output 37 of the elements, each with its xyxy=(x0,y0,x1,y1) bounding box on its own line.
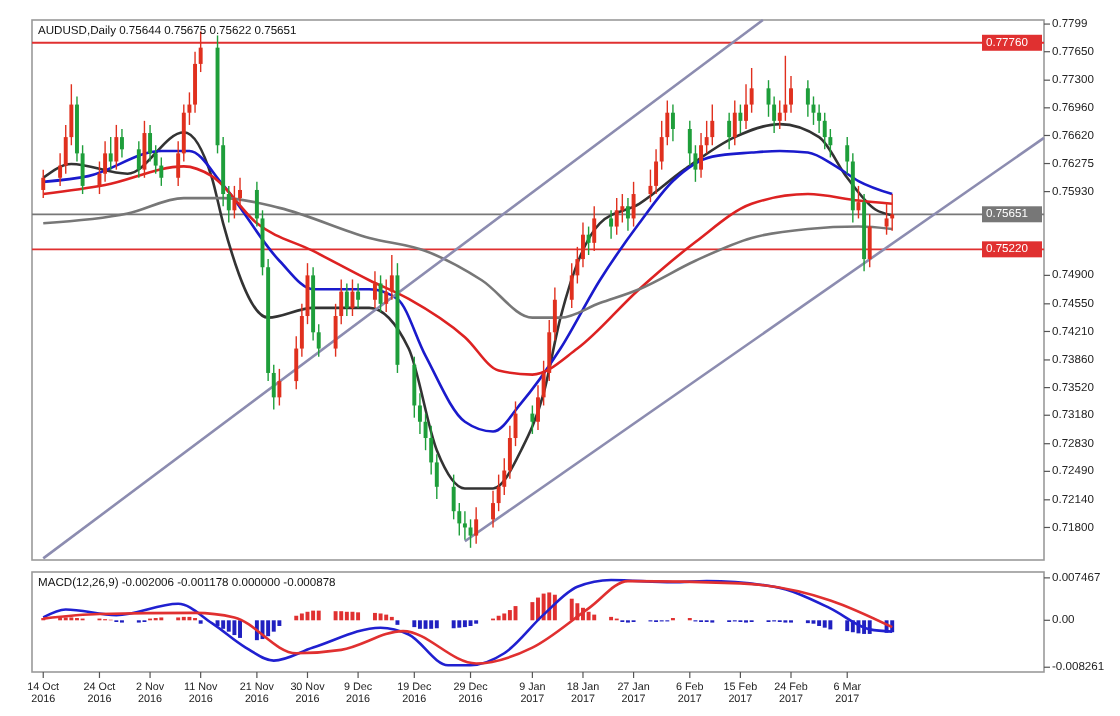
candlestick xyxy=(738,103,743,134)
candlestick xyxy=(462,510,467,541)
candlestick xyxy=(41,168,46,199)
candlestick xyxy=(372,270,377,309)
candlestick xyxy=(670,103,675,142)
candlestick xyxy=(356,282,361,309)
candlestick xyxy=(884,201,889,236)
candlestick xyxy=(625,197,630,232)
candlestick xyxy=(890,193,895,232)
candlestick xyxy=(856,185,861,220)
candlestick xyxy=(822,112,827,151)
candlestick xyxy=(710,103,715,146)
candlestick xyxy=(592,205,597,252)
candlestick xyxy=(727,112,732,151)
candlestick xyxy=(732,99,737,146)
candlestick xyxy=(783,55,788,122)
candlestick xyxy=(631,181,636,228)
candlestick xyxy=(586,225,591,256)
candlestick xyxy=(614,197,619,236)
candlestick xyxy=(530,404,535,435)
candlestick xyxy=(136,140,141,179)
candlestick xyxy=(119,128,124,159)
candlestick xyxy=(468,518,473,549)
candlestick xyxy=(108,136,113,171)
candlestick xyxy=(142,120,147,179)
candlestick xyxy=(344,282,349,317)
candlestick xyxy=(350,278,355,317)
candlestick xyxy=(867,213,872,268)
candlestick xyxy=(474,506,479,545)
candlestick xyxy=(277,368,282,407)
candlestick xyxy=(232,185,237,220)
candlestick xyxy=(805,79,810,118)
candlestick xyxy=(609,209,614,240)
line-series xyxy=(41,165,894,376)
candlestick xyxy=(114,124,119,171)
line-series xyxy=(41,149,894,433)
candlestick xyxy=(378,274,383,313)
